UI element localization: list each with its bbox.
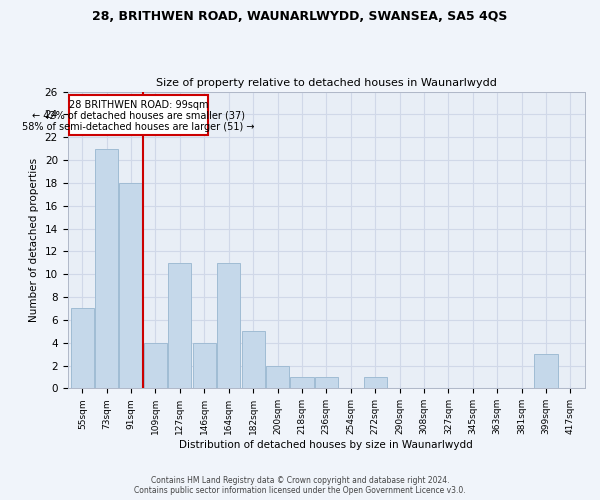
Text: 28 BRITHWEN ROAD: 99sqm: 28 BRITHWEN ROAD: 99sqm bbox=[68, 100, 208, 110]
Bar bbox=[242, 332, 265, 388]
FancyBboxPatch shape bbox=[69, 95, 208, 135]
Text: 28, BRITHWEN ROAD, WAUNARLWYDD, SWANSEA, SA5 4QS: 28, BRITHWEN ROAD, WAUNARLWYDD, SWANSEA,… bbox=[92, 10, 508, 23]
Bar bbox=[217, 263, 240, 388]
Bar bbox=[535, 354, 557, 388]
Bar bbox=[119, 183, 143, 388]
Text: ← 42% of detached houses are smaller (37): ← 42% of detached houses are smaller (37… bbox=[32, 111, 245, 121]
Text: 58% of semi-detached houses are larger (51) →: 58% of semi-detached houses are larger (… bbox=[22, 122, 254, 132]
Bar bbox=[144, 342, 167, 388]
Bar bbox=[290, 377, 314, 388]
Text: Contains HM Land Registry data © Crown copyright and database right 2024.
Contai: Contains HM Land Registry data © Crown c… bbox=[134, 476, 466, 495]
Bar bbox=[169, 263, 191, 388]
Bar bbox=[315, 377, 338, 388]
Bar bbox=[193, 342, 216, 388]
Title: Size of property relative to detached houses in Waunarlwydd: Size of property relative to detached ho… bbox=[156, 78, 497, 88]
Bar bbox=[364, 377, 387, 388]
Bar bbox=[71, 308, 94, 388]
Bar bbox=[95, 148, 118, 388]
X-axis label: Distribution of detached houses by size in Waunarlwydd: Distribution of detached houses by size … bbox=[179, 440, 473, 450]
Y-axis label: Number of detached properties: Number of detached properties bbox=[29, 158, 39, 322]
Bar bbox=[266, 366, 289, 388]
